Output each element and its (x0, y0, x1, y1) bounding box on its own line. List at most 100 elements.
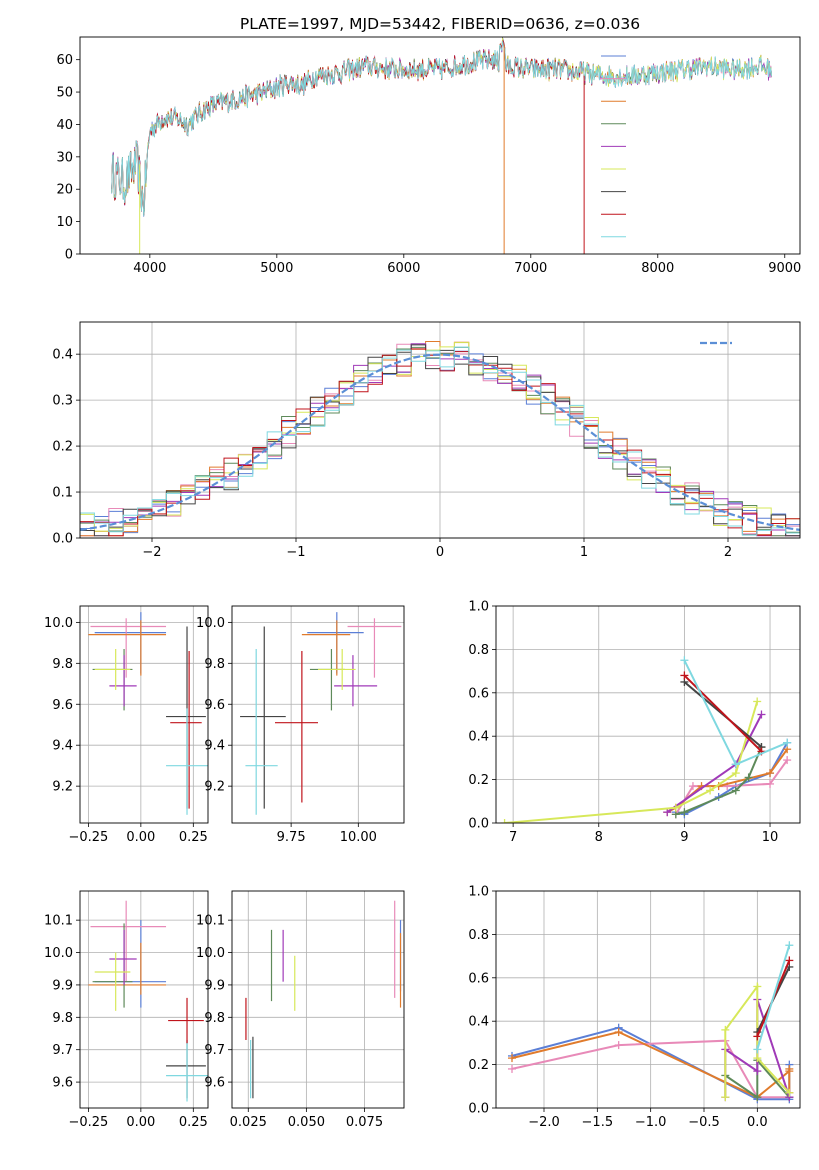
weight-lines (500, 656, 792, 823)
y-tick-label: 10 (56, 215, 73, 230)
x-tick-label: −2 (142, 545, 161, 560)
x-tick-label: −1.5 (582, 1115, 614, 1130)
x-tick-label: −0.25 (68, 830, 108, 845)
spectrum-panel: 4000 5000 6000 7000 8000 9000 0 10 20 30 40 50 60 (56, 36, 801, 276)
mass-vs-extinction-panel: 0.025 0.050 0.075 9.6 9.7 9.8 9.9 10.0 10.1 (196, 890, 405, 1130)
y-tick-label: 9.8 (52, 657, 73, 672)
x-tick-label: 5000 (260, 261, 293, 276)
x-tick-label: 0.025 (230, 1115, 267, 1130)
y-tick-label: 9.8 (204, 657, 225, 672)
y-tick-label: 1.0 (468, 600, 489, 615)
y-tick-label: 9.9 (204, 978, 225, 993)
x-tick-label: 7 (509, 830, 517, 845)
x-tick-label: 0.050 (288, 1115, 325, 1130)
axes-frame (79, 890, 209, 1109)
y-tick-label: 0 (65, 248, 73, 263)
axes-frame (79, 605, 209, 824)
figure-title: PLATE=1997, MJD=53442, FIBERID=0636, z=0… (240, 15, 640, 33)
x-tick-label: −1.0 (635, 1115, 667, 1130)
residual-histogram-panel: −2 −1 0 1 2 0.0 0.1 0.2 0.3 0.4 (52, 321, 801, 560)
spectrum-series-line (111, 40, 585, 216)
x-tick-label: 10 (762, 830, 779, 845)
y-tick-label: 10.0 (196, 946, 225, 961)
y-tick-label: 9.2 (204, 780, 225, 795)
histogram-steps (80, 341, 800, 538)
y-tick-label: 9.8 (204, 1011, 225, 1026)
x-tick-label: 2 (724, 545, 732, 560)
y-tick-label: 0.1 (52, 486, 73, 501)
weight-series-line (666, 714, 763, 813)
axes-frame (231, 605, 405, 824)
axes-frame (231, 890, 405, 1109)
y-tick-label: 0.0 (468, 1102, 489, 1117)
y-tick-label: 9.6 (204, 698, 225, 713)
errorbars (245, 900, 402, 1099)
y-tick-label: 20 (56, 183, 73, 198)
y-tick-label: 0.0 (52, 532, 73, 547)
x-tick-label: 9.75 (277, 830, 306, 845)
y-tick-label: 10.0 (196, 616, 225, 631)
x-tick-label: 8000 (641, 261, 674, 276)
y-tick-label: 9.6 (204, 1076, 225, 1091)
x-tick-label: 9 (680, 830, 688, 845)
normal-curve (80, 353, 800, 531)
y-tick-label: 50 (56, 86, 73, 101)
y-tick-label: 0.2 (52, 440, 73, 455)
weight-series-line (756, 945, 791, 1050)
x-tick-label: −0.5 (688, 1115, 720, 1130)
y-tick-label: 0.2 (468, 773, 489, 788)
mass-vs-metallicity-panel: −0.25 0.00 0.25 9.6 9.7 9.8 9.9 10.0 10.1 (44, 890, 209, 1130)
x-tick-label: 0.25 (179, 1115, 208, 1130)
y-tick-label: 9.7 (52, 1043, 73, 1058)
x-tick-label: −1 (286, 545, 305, 560)
axes-frame (495, 605, 801, 824)
y-tick-label: 60 (56, 53, 73, 68)
y-tick-label: 0.4 (468, 1015, 489, 1030)
mass-weight-vs-age-panel: 7 8 9 10 0.0 0.2 0.4 0.6 0.8 1.0 (468, 600, 801, 845)
y-tick-label: 9.4 (52, 739, 73, 754)
x-tick-label: 0.00 (126, 1115, 155, 1130)
y-tick-label: 9.9 (52, 978, 73, 993)
age-vs-mass-panel: 9.75 10.00 9.2 9.4 9.6 9.8 10.0 (196, 605, 405, 845)
age-vs-metallicity-panel: −0.25 0.00 0.25 9.2 9.4 9.6 9.8 10.0 (44, 605, 209, 845)
x-tick-label: 7000 (514, 261, 547, 276)
x-tick-label: −0.25 (68, 1115, 108, 1130)
y-tick-label: 9.8 (52, 1011, 73, 1026)
y-tick-label: 0.3 (52, 394, 73, 409)
x-tick-label: 0.00 (126, 830, 155, 845)
y-tick-label: 1.0 (468, 885, 489, 900)
y-tick-label: 9.6 (52, 698, 73, 713)
y-tick-label: 0.0 (468, 817, 489, 832)
y-tick-label: 9.7 (204, 1043, 225, 1058)
y-tick-label: 9.4 (204, 739, 225, 754)
y-tick-label: 30 (56, 150, 73, 165)
y-tick-label: 10.0 (44, 946, 73, 961)
y-tick-label: 0.2 (468, 1058, 489, 1073)
weight-lines (508, 941, 794, 1104)
x-tick-label: 10.00 (340, 830, 377, 845)
x-tick-label: 0.075 (346, 1115, 383, 1130)
axes-frame (79, 36, 801, 255)
x-tick-label: −2.0 (528, 1115, 560, 1130)
y-tick-label: 0.4 (52, 348, 73, 363)
y-tick-label: 0.8 (468, 928, 489, 943)
y-tick-label: 40 (56, 118, 73, 133)
histogram-series (80, 346, 800, 538)
y-tick-label: 0.4 (468, 730, 489, 745)
spectrum-lines (111, 37, 772, 254)
y-tick-label: 0.6 (468, 686, 489, 701)
weight-series-line (683, 659, 788, 766)
y-tick-label: 0.6 (468, 971, 489, 986)
x-tick-label: 0.25 (179, 830, 208, 845)
y-tick-label: 10.0 (44, 616, 73, 631)
mass-weight-vs-metallicity-panel: −2.0 −1.5 −1.0 −0.5 0.0 0.0 0.2 0.4 0.6 0.8 1.0 (468, 885, 801, 1130)
spectrum-series-line (111, 41, 772, 217)
y-tick-label: 9.2 (52, 780, 73, 795)
x-tick-label: 0.0 (747, 1115, 768, 1130)
axes-frame (495, 890, 801, 1109)
errorbars (88, 900, 208, 1102)
x-tick-label: 9000 (768, 261, 801, 276)
y-tick-label: 9.6 (52, 1076, 73, 1091)
x-tick-label: 8 (595, 830, 603, 845)
